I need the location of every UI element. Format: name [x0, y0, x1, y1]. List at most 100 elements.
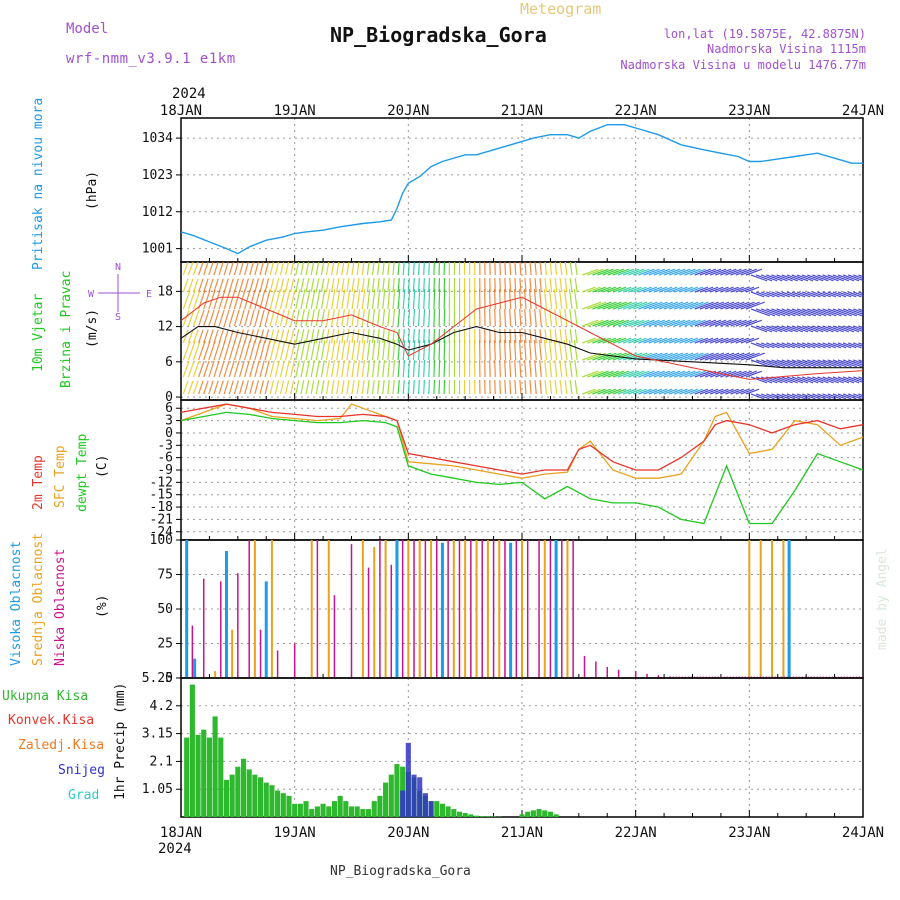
pressure-line: [180, 123, 863, 255]
wind-barb: [704, 337, 719, 344]
wind-barb: [300, 340, 306, 361]
wind-barb: [182, 289, 191, 310]
wind-barb: [612, 268, 630, 276]
wind-barb: [592, 286, 606, 293]
wind-barb: [259, 329, 265, 344]
wind-barb: [549, 380, 553, 395]
wind-barb: [628, 370, 645, 378]
wind-barb: [638, 301, 658, 310]
wind-barb: [791, 308, 811, 317]
wind-barb: [208, 262, 214, 276]
wind-barb: [244, 309, 250, 327]
wind-barb: [503, 339, 507, 361]
bottom-date-label: 20JAN: [387, 825, 429, 841]
precip-total-bar: [388, 774, 394, 817]
wind-barb: [519, 359, 522, 378]
wind-barb: [554, 329, 558, 344]
wind-barb: [653, 370, 671, 378]
wind-barb: [715, 286, 729, 293]
wind-barb: [569, 329, 573, 344]
precip-total-bar: [235, 766, 241, 817]
wind-barb: [766, 308, 786, 317]
wind-barb: [574, 329, 578, 344]
low-cloud-bar: [248, 540, 250, 678]
wind-barb: [592, 352, 612, 361]
wind-barb: [563, 289, 568, 310]
wind-barb: [801, 291, 816, 298]
wind-barb: [730, 352, 750, 361]
wind-barb: [519, 379, 522, 395]
wind-barb: [529, 262, 532, 276]
wind-barb: [617, 268, 635, 276]
wind-barb: [331, 278, 335, 293]
wind-barb: [264, 380, 270, 395]
wind-barb: [587, 286, 601, 293]
wind-barb: [544, 329, 548, 344]
wind-barb: [597, 268, 614, 276]
wind-barb: [684, 286, 698, 293]
wind-barb: [648, 388, 663, 395]
wind-barb: [622, 286, 637, 293]
wind-barb: [612, 301, 632, 310]
wind-barb: [558, 289, 563, 310]
wind-barb: [228, 340, 236, 361]
wind-barb-field: [182, 262, 863, 400]
wind-barb: [295, 380, 300, 395]
wind-barb: [213, 262, 219, 276]
wind-barb: [284, 360, 290, 378]
wind-barb: [269, 262, 275, 276]
wind-barb: [320, 340, 326, 361]
precip-legend-conv: Konvek.Kisa: [8, 713, 94, 728]
wind-barb: [653, 337, 668, 344]
wind-barb: [725, 370, 742, 378]
wind-barb: [807, 325, 824, 333]
wind-barb: [633, 268, 650, 276]
wind-barb: [587, 268, 604, 276]
bottom-date-label: 22JAN: [615, 825, 657, 841]
wind-barb: [544, 262, 548, 276]
wind-barb: [366, 380, 370, 395]
wind-barb: [607, 370, 624, 378]
wind-barb: [648, 370, 665, 378]
low-cloud-bar: [436, 540, 438, 678]
wind-barb: [720, 388, 734, 395]
precip-total-bar: [223, 779, 230, 817]
wind-barb: [617, 301, 638, 310]
wind-barb: [602, 286, 617, 293]
precip-ytitle: Ukupna Kisa Konvek.Kisa Zaledj.Kisa Snij…: [2, 683, 128, 803]
wind-barb: [684, 337, 698, 344]
wind-barb: [735, 388, 750, 395]
wind-barb: [771, 393, 785, 400]
precip-total-bar: [218, 737, 224, 817]
wind-barb: [182, 278, 189, 293]
wind-barb: [602, 268, 619, 276]
wind-barb: [699, 388, 714, 395]
wind-barb: [771, 359, 791, 368]
wind-barb: [284, 380, 290, 395]
wind-barb: [612, 352, 632, 361]
wind-barb: [387, 309, 391, 327]
low-cloud-bar: [634, 671, 637, 678]
wind-barb: [796, 325, 814, 333]
precip-total-bar: [547, 811, 553, 817]
wind-barb: [397, 277, 400, 293]
wind-barb: [648, 301, 668, 310]
wind-barb: [351, 360, 356, 378]
high-cloud-bar: [395, 540, 399, 678]
wind-barb: [766, 393, 780, 400]
wind-barb: [233, 289, 241, 310]
wind-barb: [310, 289, 316, 310]
wind-barb: [801, 376, 819, 384]
wind-barb: [529, 277, 532, 293]
wind-barb: [622, 268, 640, 276]
wind-barb: [709, 337, 724, 344]
low-cloud-bar: [515, 540, 518, 678]
wind-barb: [643, 268, 660, 276]
wind-barb: [658, 301, 678, 310]
wind-barb: [407, 359, 411, 378]
wind-barb: [633, 388, 647, 395]
wind-barb: [617, 370, 635, 378]
top-date-label: 20JAN: [387, 103, 429, 119]
wind-barb: [218, 289, 226, 310]
wind-barb: [553, 340, 558, 361]
